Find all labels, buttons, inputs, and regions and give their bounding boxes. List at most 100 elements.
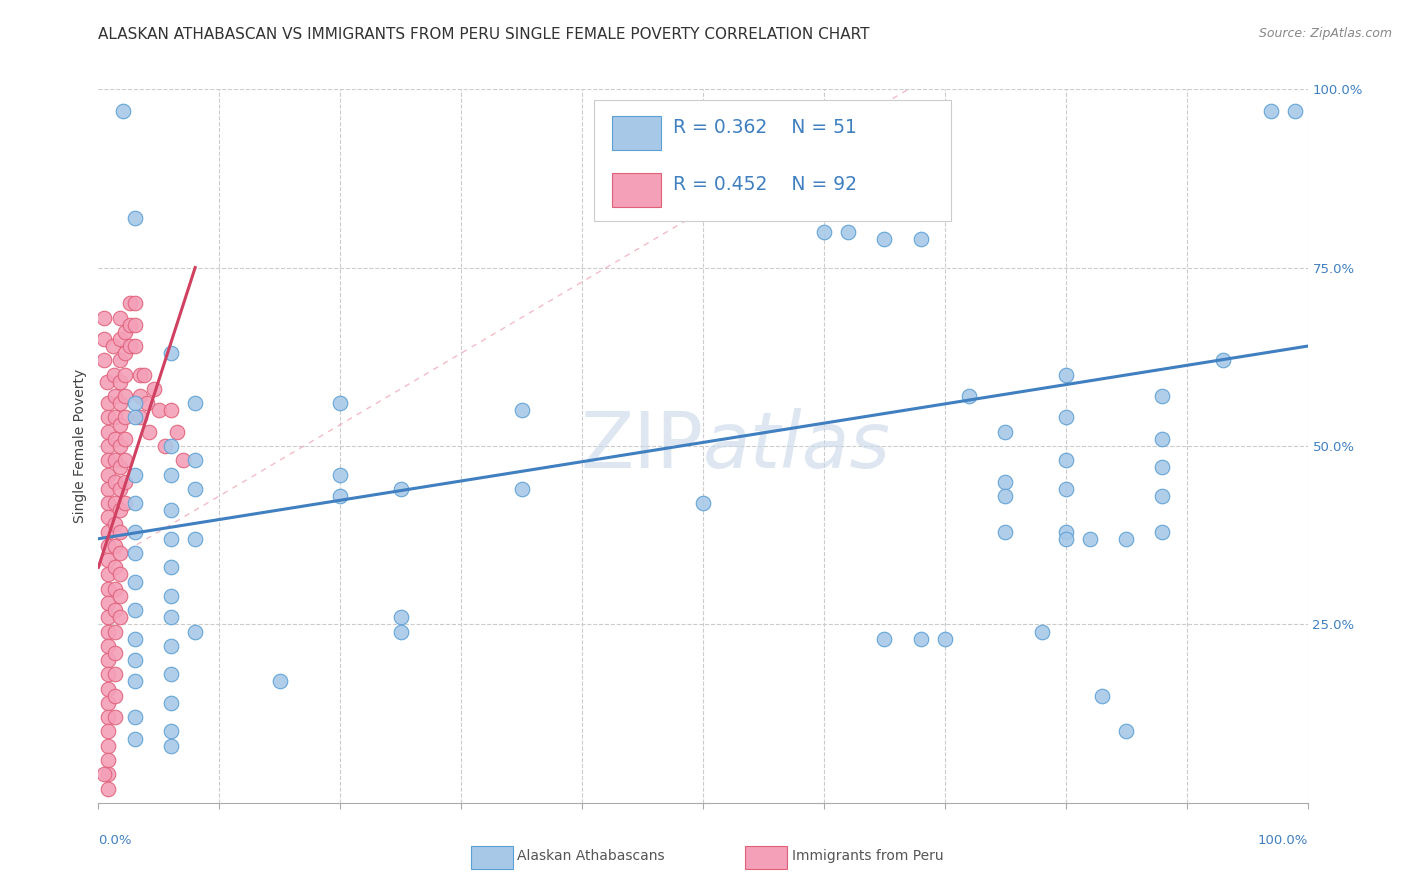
Text: Source: ZipAtlas.com: Source: ZipAtlas.com [1258, 27, 1392, 40]
Point [1284, 103, 1306, 118]
Point [184, 624, 207, 639]
Point [101, 339, 124, 353]
Point [97, 610, 120, 624]
Point [1212, 353, 1234, 368]
Point [124, 396, 146, 410]
Point [160, 560, 183, 574]
Point [114, 432, 136, 446]
Point [994, 475, 1017, 489]
Y-axis label: Single Female Poverty: Single Female Poverty [73, 369, 87, 523]
Point [124, 496, 146, 510]
Point [160, 696, 183, 710]
Point [692, 496, 714, 510]
Point [910, 632, 932, 646]
Point [143, 382, 166, 396]
Point [910, 232, 932, 246]
Point [97, 396, 120, 410]
Point [97, 596, 120, 610]
Point [124, 731, 146, 746]
Point [389, 482, 412, 496]
Text: ZIP: ZIP [581, 408, 703, 484]
Point [108, 610, 131, 624]
Point [329, 467, 352, 482]
Text: 100.0%: 100.0% [1257, 834, 1308, 847]
Point [118, 339, 141, 353]
Point [108, 524, 131, 539]
Point [97, 553, 120, 567]
Point [160, 532, 183, 546]
Point [97, 510, 120, 524]
Point [1152, 432, 1174, 446]
Point [104, 667, 127, 681]
Point [128, 389, 150, 403]
Point [160, 589, 183, 603]
Point [124, 410, 146, 425]
Point [329, 489, 352, 503]
Point [97, 482, 120, 496]
Point [97, 639, 120, 653]
Point [97, 439, 120, 453]
Point [108, 439, 131, 453]
Point [1091, 689, 1114, 703]
Point [114, 346, 136, 360]
Point [124, 524, 146, 539]
Point [108, 353, 131, 368]
Point [104, 517, 127, 532]
Point [104, 432, 127, 446]
Point [389, 610, 412, 624]
Point [104, 453, 127, 467]
Point [124, 653, 146, 667]
Point [160, 739, 183, 753]
Point [135, 396, 157, 410]
Point [1115, 724, 1137, 739]
Point [172, 453, 194, 467]
Point [1054, 524, 1077, 539]
Point [104, 710, 127, 724]
Point [160, 667, 183, 681]
Point [153, 439, 176, 453]
Point [97, 425, 120, 439]
Point [1078, 532, 1101, 546]
Point [160, 503, 183, 517]
Point [104, 624, 127, 639]
Point [124, 546, 146, 560]
Point [103, 368, 125, 382]
Point [97, 781, 120, 796]
Point [114, 368, 136, 382]
Point [97, 467, 120, 482]
Point [104, 560, 127, 574]
Point [108, 589, 131, 603]
Point [97, 667, 120, 681]
Point [93, 332, 115, 346]
Point [166, 425, 188, 439]
Point [93, 767, 115, 781]
Point [97, 624, 120, 639]
Text: R = 0.362    N = 51: R = 0.362 N = 51 [672, 118, 856, 136]
Point [148, 403, 170, 417]
Point [108, 417, 131, 432]
Point [97, 582, 120, 596]
Point [97, 453, 120, 467]
Text: ALASKAN ATHABASCAN VS IMMIGRANTS FROM PERU SINGLE FEMALE POVERTY CORRELATION CHA: ALASKAN ATHABASCAN VS IMMIGRANTS FROM PE… [98, 27, 870, 42]
Point [1054, 532, 1077, 546]
Point [124, 296, 146, 310]
Point [184, 532, 207, 546]
Text: Alaskan Athabascans: Alaskan Athabascans [517, 849, 665, 863]
Point [124, 710, 146, 724]
Point [1152, 460, 1174, 475]
Point [1054, 410, 1077, 425]
Point [184, 396, 207, 410]
Point [108, 396, 131, 410]
Point [994, 489, 1017, 503]
Point [104, 689, 127, 703]
Point [1054, 368, 1077, 382]
FancyBboxPatch shape [612, 116, 661, 150]
Point [97, 681, 120, 696]
Point [510, 482, 533, 496]
Point [97, 653, 120, 667]
Text: Immigrants from Peru: Immigrants from Peru [792, 849, 943, 863]
Point [1260, 103, 1282, 118]
Point [104, 603, 127, 617]
Point [160, 439, 183, 453]
Point [104, 539, 127, 553]
